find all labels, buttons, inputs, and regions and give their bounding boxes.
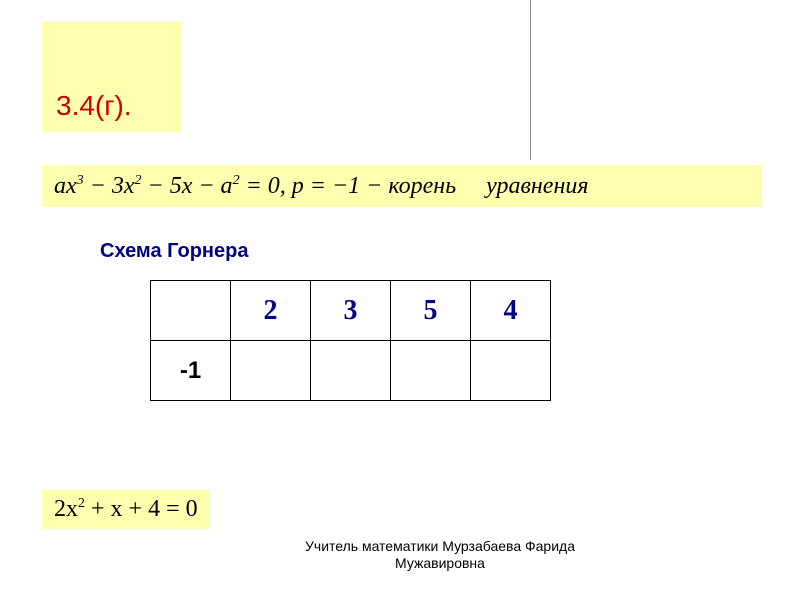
cell-1-1 xyxy=(231,341,311,401)
eq-a: ax xyxy=(54,173,77,199)
eq-exp1: 3 xyxy=(77,173,84,188)
equation-text: ax3 − 3x2 − 5x − a2 = 0, p = −1 − корень… xyxy=(54,173,589,200)
footer-author: Учитель математики Мурзабаева Фарида Муж… xyxy=(280,538,600,572)
eq-exp2: 2 xyxy=(135,173,142,188)
footer-line2: Мужавировна xyxy=(395,555,485,571)
horner-table: 2 3 5 4 -1 xyxy=(150,280,551,401)
cell-1-4 xyxy=(471,341,551,401)
cell-0-2: 3 xyxy=(311,281,391,341)
footer-line1: Учитель математики Мурзабаева Фарида xyxy=(305,538,575,554)
result-box: 2x2 + x + 4 = 0 xyxy=(42,490,210,529)
scheme-label: Схема Горнера xyxy=(100,240,248,263)
table-row: 2 3 5 4 xyxy=(151,281,551,341)
res-c1: 2x xyxy=(54,496,78,522)
res-exp1: 2 xyxy=(78,496,85,511)
decorative-rule xyxy=(530,0,531,160)
eq-t2: − 3x xyxy=(84,173,135,199)
cell-0-1: 2 xyxy=(231,281,311,341)
cell-1-0: -1 xyxy=(151,341,231,401)
cell-0-4: 4 xyxy=(471,281,551,341)
eq-t3: − 5x − a xyxy=(142,173,233,199)
eq-rhs: = 0, p = −1 − корень xyxy=(240,173,457,199)
result-text: 2x2 + x + 4 = 0 xyxy=(54,496,198,522)
title-text: 3.4(г). xyxy=(56,90,132,122)
title-box: 3.4(г). xyxy=(42,22,182,132)
cell-0-0 xyxy=(151,281,231,341)
cell-0-3: 5 xyxy=(391,281,471,341)
equation-box: ax3 − 3x2 − 5x − a2 = 0, p = −1 − корень… xyxy=(42,165,762,207)
eq-tail: уравнения xyxy=(456,173,588,199)
cell-1-3 xyxy=(391,341,471,401)
res-rest: + x + 4 = 0 xyxy=(85,496,198,522)
table-row: -1 xyxy=(151,341,551,401)
cell-1-2 xyxy=(311,341,391,401)
eq-exp3: 2 xyxy=(233,173,240,188)
